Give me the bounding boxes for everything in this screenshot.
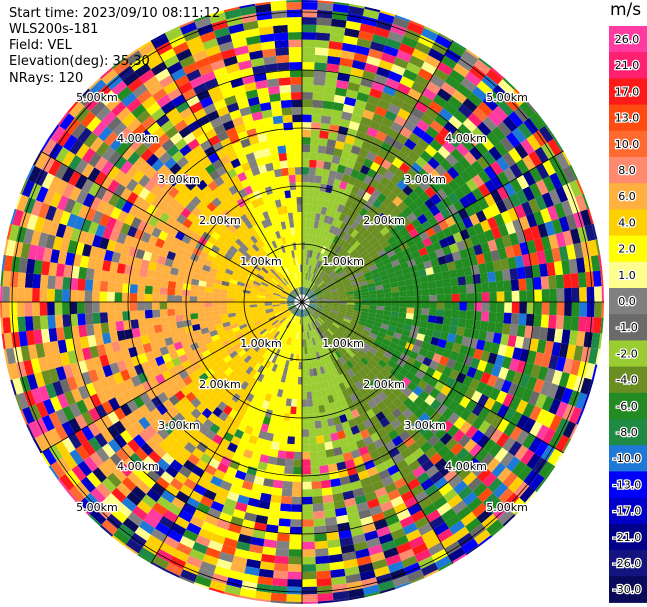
- azimuth-line: [301, 301, 564, 454]
- colorbar-swatch: [609, 445, 647, 472]
- colorbar-tick-label: -4.0: [616, 374, 637, 387]
- colorbar-tick-label: 13.0: [615, 112, 640, 125]
- azimuth-line: [150, 301, 303, 564]
- colorbar-tick-label: 8.0: [618, 164, 636, 177]
- azimuth-line: [40, 301, 303, 454]
- colorbar-tick-label: -1.0: [616, 321, 637, 334]
- colorbar-unit: m/s: [610, 0, 642, 20]
- site-label: WLS200s-181: [9, 22, 99, 37]
- colorbar-swatch: [609, 209, 647, 237]
- colorbar-swatch: [609, 471, 647, 499]
- colorbar-tick-label: -8.0: [616, 426, 637, 439]
- azimuth-line: [40, 150, 303, 303]
- colorbar-tick-label: -21.0: [613, 531, 641, 544]
- colorbar-tick-label: -2.0: [616, 347, 637, 360]
- colorbar-swatch: [609, 78, 647, 106]
- azimuth-line: [301, 40, 454, 303]
- range-ring-label: 1.00km: [322, 255, 364, 268]
- colorbar-swatch: [609, 523, 647, 551]
- range-ring-label: 3.00km: [158, 173, 200, 186]
- colorbar-swatch: [609, 340, 647, 368]
- range-ring-label: 1.00km: [322, 337, 364, 350]
- range-ring-label: 4.00km: [445, 132, 487, 145]
- colorbar-tick-label: -6.0: [616, 400, 637, 413]
- range-ring-label: 4.00km: [117, 460, 159, 473]
- colorbar-tick-label: 17.0: [615, 85, 640, 98]
- colorbar: 26.0 21.0 17.0 13.0 10.0 8.0 6.0 4.0 2.0 1.0 0.0 -1…: [609, 26, 647, 603]
- colorbar-swatch: [609, 314, 647, 341]
- colorbar-swatch: [609, 576, 647, 603]
- colorbar-tick-label: 4.0: [618, 216, 636, 229]
- range-ring-label: 1.00km: [240, 255, 282, 268]
- start-time-label: Start time: 2023/09/10 08:11:12: [9, 6, 221, 21]
- colorbar-swatch: [609, 366, 647, 394]
- azimuth-line: [301, 301, 454, 564]
- colorbar-tick-label: -17.0: [613, 505, 641, 518]
- colorbar-tick-label: -26.0: [613, 557, 641, 570]
- colorbar-swatch: [609, 288, 647, 315]
- range-ring-label: 2.00km: [199, 214, 241, 227]
- colorbar-tick-label: 0.0: [618, 295, 636, 308]
- range-ring-labels: 1.00km 1.00km 1.00km 1.00km 2.00km 2.00km 2.00…: [75, 90, 529, 516]
- colorbar-tick-label: 26.0: [615, 33, 640, 46]
- range-ring-label: 1.00km: [240, 337, 282, 350]
- colorbar-swatch: [609, 550, 647, 577]
- colorbar-swatch: [609, 130, 647, 158]
- colorbar-tick-label: -13.0: [613, 478, 641, 491]
- colorbar-tick-label: 2.0: [618, 243, 636, 256]
- colorbar-tick-label: -30.0: [613, 583, 641, 596]
- colorbar-swatch: [609, 419, 647, 446]
- colorbar-tick-label: 6.0: [618, 190, 636, 203]
- azimuth-line: [150, 40, 303, 303]
- range-ring-label: 5.00km: [486, 501, 528, 514]
- velocity-gates: [0, 0, 604, 604]
- range-ring-label: 2.00km: [199, 378, 241, 391]
- colorbar-swatch: [609, 497, 647, 525]
- range-ring-label: 3.00km: [404, 173, 446, 186]
- colorbar-swatch: [609, 52, 647, 79]
- range-ring-label: 3.00km: [404, 419, 446, 432]
- colorbar-swatch: [609, 235, 647, 263]
- colorbar-tick-label: 21.0: [615, 59, 640, 72]
- elevation-label: Elevation(deg): 35.30: [9, 54, 150, 69]
- azimuth-line: [301, 150, 564, 303]
- field-label: Field: VEL: [9, 38, 72, 53]
- azimuth-lines: [0, 0, 604, 604]
- colorbar-swatch: [609, 392, 647, 420]
- colorbar-swatch: [609, 104, 647, 132]
- range-ring-label: 5.00km: [76, 91, 118, 104]
- colorbar-tick-label: -10.0: [613, 452, 641, 465]
- colorbar-swatch: [609, 183, 647, 210]
- nrays-label: NRays: 120: [9, 71, 84, 86]
- range-ring-label: 4.00km: [117, 132, 159, 145]
- colorbar-tick-label: 1.0: [618, 269, 636, 282]
- range-ring-label: 2.00km: [363, 214, 405, 227]
- range-ring-label: 2.00km: [363, 378, 405, 391]
- range-ring-label: 5.00km: [486, 91, 528, 104]
- colorbar-swatch: [609, 261, 647, 289]
- colorbar-swatch: [609, 157, 647, 184]
- colorbar-swatch: [609, 26, 647, 53]
- range-ring-label: 3.00km: [158, 419, 200, 432]
- colorbar-tick-label: 10.0: [615, 138, 640, 151]
- range-ring-label: 5.00km: [76, 501, 118, 514]
- range-ring-label: 4.00km: [445, 460, 487, 473]
